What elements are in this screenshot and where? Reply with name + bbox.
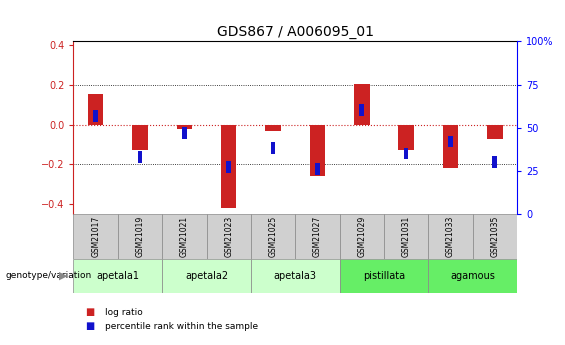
Bar bbox=[271, 142, 275, 154]
Text: GSM21023: GSM21023 bbox=[224, 216, 233, 257]
Bar bbox=[118, 214, 162, 259]
Bar bbox=[93, 110, 98, 121]
Bar bbox=[182, 127, 186, 139]
Bar bbox=[493, 156, 497, 168]
Bar bbox=[162, 214, 207, 259]
Bar bbox=[340, 214, 384, 259]
Text: pistillata: pistillata bbox=[363, 271, 405, 281]
Text: ■: ■ bbox=[85, 321, 94, 331]
Text: GSM21031: GSM21031 bbox=[402, 216, 411, 257]
Bar bbox=[207, 214, 251, 259]
Bar bbox=[473, 214, 517, 259]
Text: apetala3: apetala3 bbox=[273, 271, 317, 281]
Text: ▶: ▶ bbox=[59, 271, 68, 281]
Bar bbox=[73, 214, 118, 259]
Text: GSM21035: GSM21035 bbox=[490, 216, 499, 257]
Text: ■: ■ bbox=[85, 307, 94, 317]
Bar bbox=[88, 94, 103, 125]
Bar bbox=[132, 125, 147, 150]
Bar bbox=[443, 125, 458, 168]
Bar bbox=[340, 259, 428, 293]
Text: GSM21029: GSM21029 bbox=[357, 216, 366, 257]
Bar bbox=[266, 125, 281, 131]
Bar bbox=[221, 125, 236, 208]
Bar bbox=[227, 161, 231, 173]
Bar bbox=[404, 148, 408, 159]
Text: apetala2: apetala2 bbox=[185, 271, 228, 281]
Text: GSM21019: GSM21019 bbox=[136, 216, 145, 257]
Bar bbox=[448, 136, 453, 147]
Bar bbox=[315, 163, 320, 175]
Bar bbox=[295, 214, 340, 259]
Title: GDS867 / A006095_01: GDS867 / A006095_01 bbox=[217, 25, 373, 39]
Text: genotype/variation: genotype/variation bbox=[6, 272, 92, 280]
Bar bbox=[384, 214, 428, 259]
Text: GSM21033: GSM21033 bbox=[446, 216, 455, 257]
Text: agamous: agamous bbox=[450, 271, 495, 281]
Text: percentile rank within the sample: percentile rank within the sample bbox=[105, 322, 258, 331]
Bar bbox=[359, 105, 364, 116]
Bar bbox=[251, 259, 340, 293]
Bar bbox=[138, 151, 142, 163]
Bar bbox=[398, 125, 414, 150]
Bar bbox=[310, 125, 325, 176]
Bar bbox=[354, 84, 370, 125]
Bar bbox=[428, 259, 517, 293]
Bar bbox=[487, 125, 502, 139]
Text: apetala1: apetala1 bbox=[96, 271, 140, 281]
Text: GSM21021: GSM21021 bbox=[180, 216, 189, 257]
Text: GSM21017: GSM21017 bbox=[91, 216, 100, 257]
Text: GSM21027: GSM21027 bbox=[313, 216, 322, 257]
Bar bbox=[428, 214, 473, 259]
Bar bbox=[73, 259, 162, 293]
Bar bbox=[162, 259, 251, 293]
Text: GSM21025: GSM21025 bbox=[268, 216, 277, 257]
Bar bbox=[251, 214, 295, 259]
Text: log ratio: log ratio bbox=[105, 308, 142, 317]
Bar bbox=[177, 125, 192, 129]
